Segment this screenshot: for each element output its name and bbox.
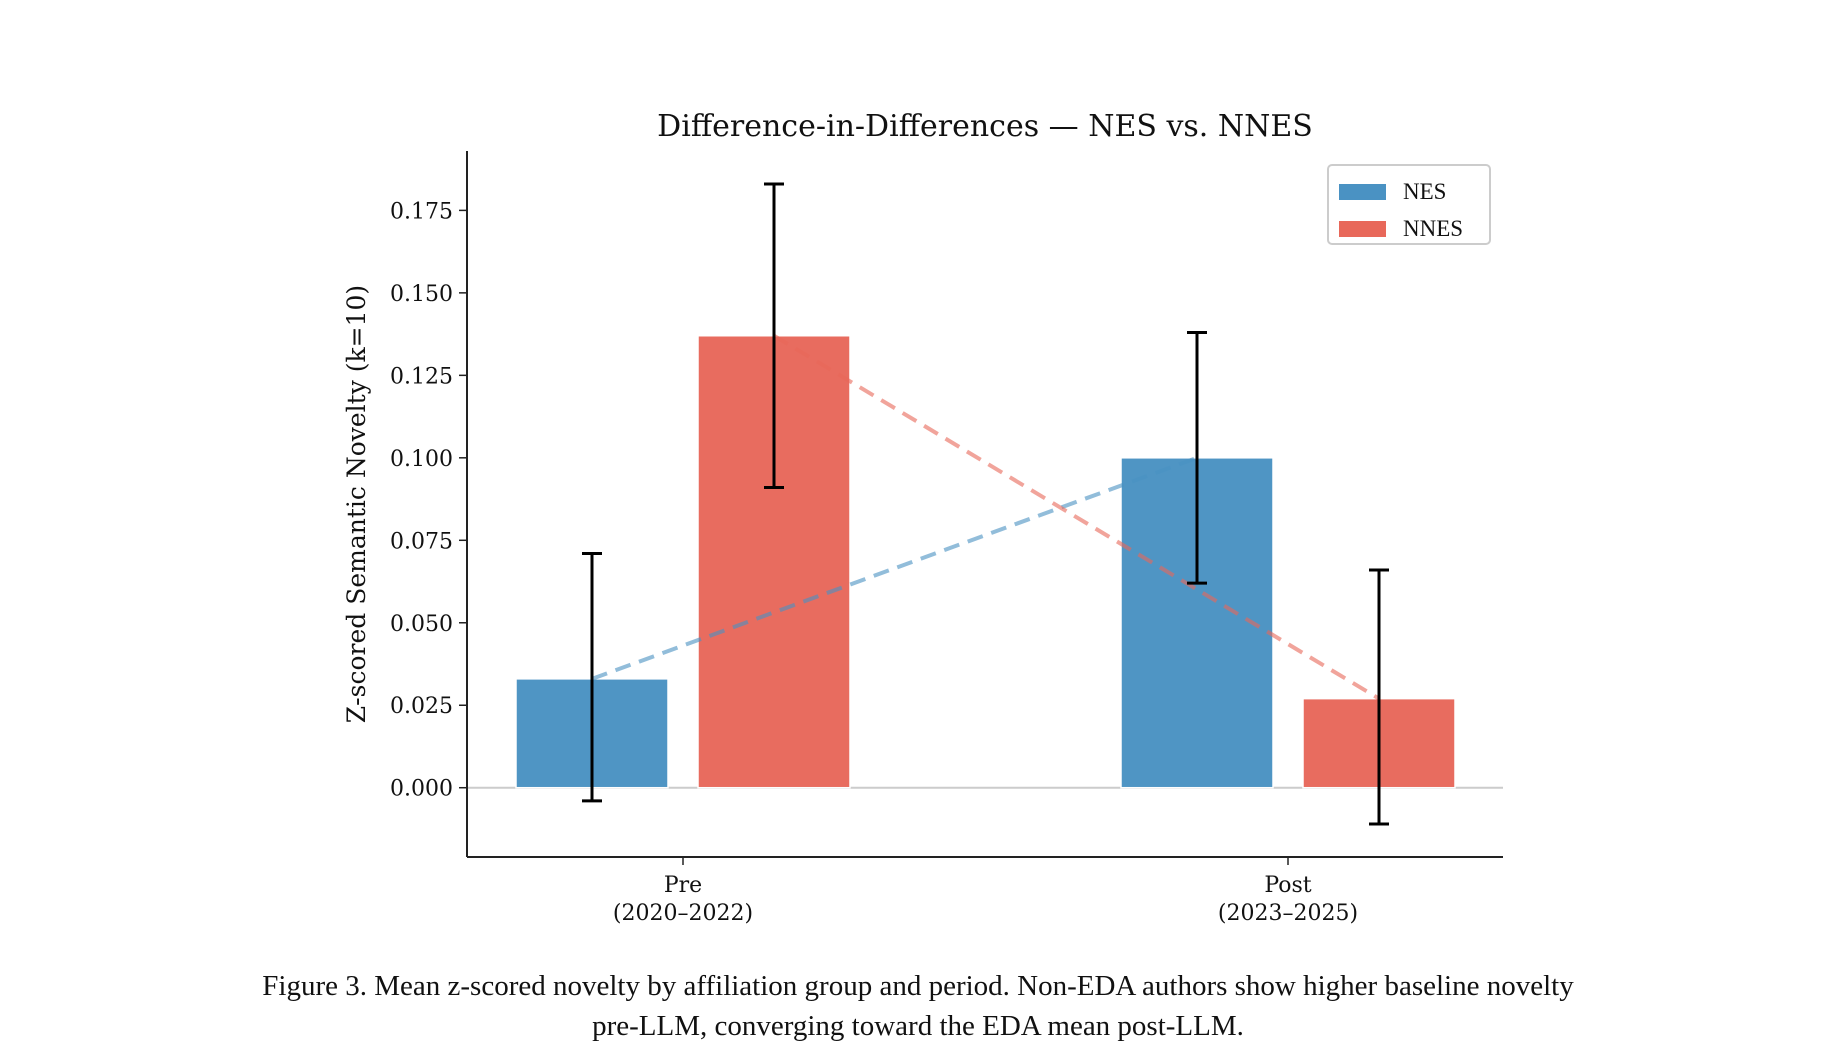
x-tick-label: (2020–2022) bbox=[613, 901, 753, 926]
y-tick-label: 0.125 bbox=[390, 364, 453, 389]
trend-line-nnes bbox=[772, 334, 1381, 701]
legend-swatch-nnes bbox=[1339, 221, 1386, 237]
chart-title: Difference-in-Differences — NES vs. NNES bbox=[657, 109, 1313, 144]
caption-line-2: pre-LLM, converging toward the EDA mean … bbox=[592, 1010, 1244, 1042]
caption-line-1: Figure 3. Mean z-scored novelty by affil… bbox=[262, 970, 1574, 1002]
y-tick-label: 0.075 bbox=[390, 529, 453, 554]
x-tick-label: (2023–2025) bbox=[1218, 901, 1358, 926]
x-tick-label: Pre bbox=[664, 873, 702, 898]
trend-line-nes bbox=[591, 455, 1198, 681]
y-axis-label: Z-scored Semantic Novelty (k=10) bbox=[342, 285, 371, 723]
legend-swatch-nes bbox=[1339, 184, 1386, 200]
chart: Difference-in-Differences — NES vs. NNES… bbox=[342, 109, 1503, 926]
y-tick-label: 0.025 bbox=[390, 694, 453, 719]
y-tick-label: 0.175 bbox=[390, 199, 453, 224]
y-tick-label: 0.000 bbox=[390, 777, 453, 802]
x-tick-label: Post bbox=[1264, 873, 1311, 898]
y-tick-label: 0.050 bbox=[390, 612, 453, 637]
y-tick-label: 0.100 bbox=[390, 447, 453, 472]
figure-caption: Figure 3. Mean z-scored novelty by affil… bbox=[0, 966, 1836, 1046]
legend-label-nes: NES bbox=[1403, 179, 1446, 204]
legend-label-nnes: NNES bbox=[1403, 216, 1463, 241]
y-tick-label: 0.150 bbox=[390, 282, 453, 307]
